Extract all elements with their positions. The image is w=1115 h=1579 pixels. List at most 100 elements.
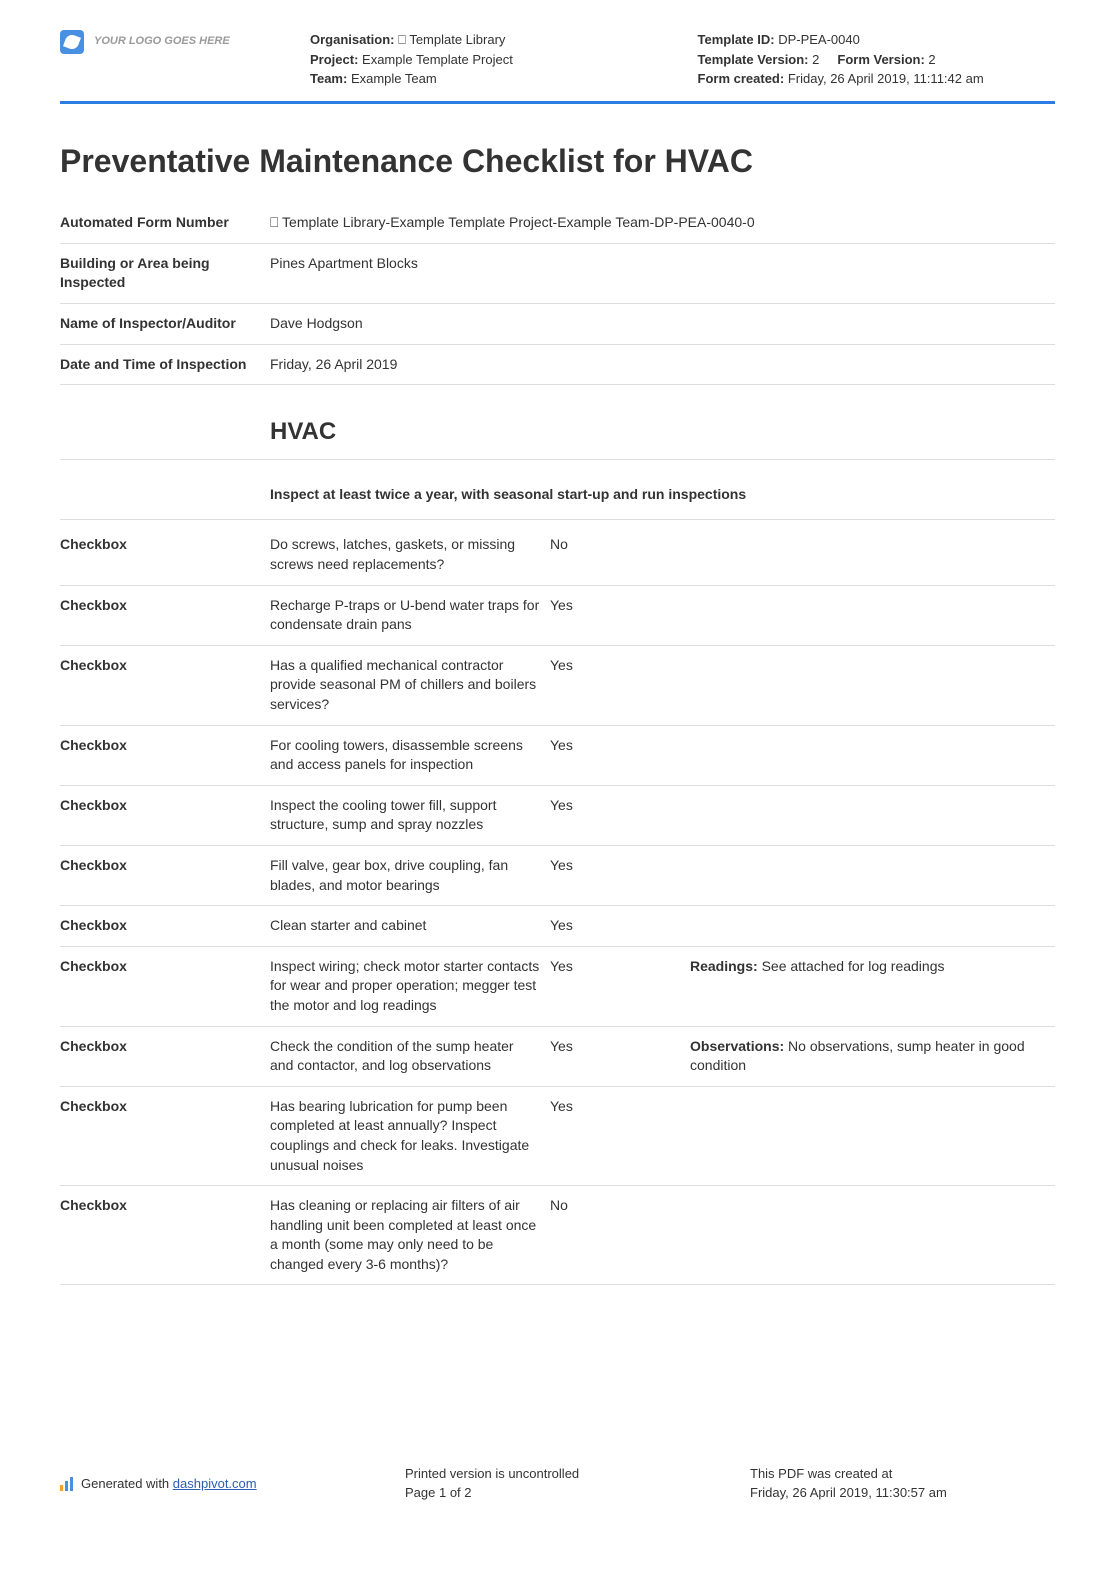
answer-value: Yes	[550, 645, 690, 725]
info-value: Pines Apartment Blocks	[270, 243, 1055, 303]
note-cell	[690, 725, 1055, 785]
answer-value: Yes	[550, 585, 690, 645]
info-label: Automated Form Number	[60, 203, 270, 243]
question-text: Inspect the cooling tower fill, support …	[270, 785, 550, 845]
row-type-label: Checkbox	[60, 725, 270, 785]
question-text: Clean starter and cabinet	[270, 906, 550, 947]
section-header-table: HVAC Inspect at least twice a year, with…	[60, 385, 1055, 520]
answer-value: Yes	[550, 725, 690, 785]
row-type-label: Checkbox	[60, 906, 270, 947]
note-label: Observations:	[690, 1038, 784, 1054]
checklist-row: CheckboxHas a qualified mechanical contr…	[60, 645, 1055, 725]
question-text: For cooling towers, disassemble screens …	[270, 725, 550, 785]
checklist-row: CheckboxClean starter and cabinetYes	[60, 906, 1055, 947]
note-cell	[690, 845, 1055, 905]
pdf-created-label: This PDF was created at	[750, 1465, 1055, 1483]
info-row: Building or Area being InspectedPines Ap…	[60, 243, 1055, 303]
generated-prefix: Generated with	[81, 1476, 173, 1491]
info-row: Date and Time of InspectionFriday, 26 Ap…	[60, 344, 1055, 385]
footer-generated: Generated with dashpivot.com	[60, 1465, 365, 1501]
team-label: Team:	[310, 71, 347, 86]
form-version-value: 2	[928, 52, 935, 67]
document-footer: Generated with dashpivot.com Printed ver…	[60, 1465, 1055, 1501]
info-table: Automated Form Number⎕ Template Library-…	[60, 203, 1055, 385]
row-type-label: Checkbox	[60, 1186, 270, 1285]
footer-right: This PDF was created at Friday, 26 April…	[750, 1465, 1055, 1501]
org-label: Organisation:	[310, 32, 395, 47]
checklist-row: CheckboxCheck the condition of the sump …	[60, 1026, 1055, 1086]
org-value: ⎕ Template Library	[398, 32, 505, 47]
info-value: Friday, 26 April 2019	[270, 344, 1055, 385]
checklist-row: CheckboxDo screws, latches, gaskets, or …	[60, 525, 1055, 585]
page-title: Preventative Maintenance Checklist for H…	[60, 139, 1055, 184]
note-cell: Observations: No observations, sump heat…	[690, 1026, 1055, 1086]
row-type-label: Checkbox	[60, 585, 270, 645]
answer-value: Yes	[550, 906, 690, 947]
answer-value: Yes	[550, 946, 690, 1026]
question-text: Has bearing lubrication for pump been co…	[270, 1086, 550, 1185]
note-cell	[690, 1086, 1055, 1185]
template-version-label: Template Version:	[698, 52, 809, 67]
logo-block: YOUR LOGO GOES HERE	[60, 30, 280, 54]
team-value: Example Team	[351, 71, 437, 86]
logo-icon	[60, 30, 84, 54]
question-text: Has a qualified mechanical contractor pr…	[270, 645, 550, 725]
pdf-created-value: Friday, 26 April 2019, 11:30:57 am	[750, 1484, 1055, 1502]
info-value: Dave Hodgson	[270, 304, 1055, 345]
row-type-label: Checkbox	[60, 645, 270, 725]
question-text: Has cleaning or replacing air filters of…	[270, 1186, 550, 1285]
form-created-label: Form created:	[698, 71, 785, 86]
question-text: Fill valve, gear box, drive coupling, fa…	[270, 845, 550, 905]
dashpivot-icon	[60, 1477, 73, 1491]
answer-value: No	[550, 1186, 690, 1285]
checklist-row: CheckboxInspect the cooling tower fill, …	[60, 785, 1055, 845]
note-cell	[690, 585, 1055, 645]
answer-value: Yes	[550, 845, 690, 905]
section-heading: HVAC	[270, 415, 1055, 449]
footer-center: Printed version is uncontrolled Page 1 o…	[405, 1465, 710, 1501]
document-header: YOUR LOGO GOES HERE Organisation: ⎕ Temp…	[60, 30, 1055, 104]
checklist-row: CheckboxRecharge P-traps or U-bend water…	[60, 585, 1055, 645]
note-cell	[690, 645, 1055, 725]
question-text: Inspect wiring; check motor starter cont…	[270, 946, 550, 1026]
row-type-label: Checkbox	[60, 525, 270, 585]
checklist-row: CheckboxFor cooling towers, disassemble …	[60, 725, 1055, 785]
row-type-label: Checkbox	[60, 785, 270, 845]
note-label: Readings:	[690, 958, 758, 974]
header-meta-left: Organisation: ⎕ Template Library Project…	[310, 30, 668, 89]
info-label: Name of Inspector/Auditor	[60, 304, 270, 345]
checklist-row: CheckboxInspect wiring; check motor star…	[60, 946, 1055, 1026]
note-cell	[690, 785, 1055, 845]
form-created-value: Friday, 26 April 2019, 11:11:42 am	[788, 71, 984, 86]
project-value: Example Template Project	[362, 52, 513, 67]
page-number: Page 1 of 2	[405, 1484, 710, 1502]
checklist-table: CheckboxDo screws, latches, gaskets, or …	[60, 525, 1055, 1285]
checklist-row: CheckboxFill valve, gear box, drive coup…	[60, 845, 1055, 905]
dashpivot-link[interactable]: dashpivot.com	[173, 1476, 257, 1491]
section-subheading: Inspect at least twice a year, with seas…	[270, 459, 1055, 520]
question-text: Do screws, latches, gaskets, or missing …	[270, 525, 550, 585]
answer-value: No	[550, 525, 690, 585]
info-label: Building or Area being Inspected	[60, 243, 270, 303]
note-cell	[690, 1186, 1055, 1285]
header-meta-right: Template ID: DP-PEA-0040 Template Versio…	[698, 30, 1056, 89]
checklist-row: CheckboxHas cleaning or replacing air fi…	[60, 1186, 1055, 1285]
answer-value: Yes	[550, 1026, 690, 1086]
note-text: See attached for log readings	[758, 958, 945, 974]
form-version-label: Form Version:	[837, 52, 924, 67]
row-type-label: Checkbox	[60, 1086, 270, 1185]
uncontrolled-text: Printed version is uncontrolled	[405, 1465, 710, 1483]
info-row: Name of Inspector/AuditorDave Hodgson	[60, 304, 1055, 345]
template-version-value: 2	[812, 52, 819, 67]
answer-value: Yes	[550, 785, 690, 845]
logo-placeholder-text: YOUR LOGO GOES HERE	[94, 34, 230, 49]
answer-value: Yes	[550, 1086, 690, 1185]
note-cell	[690, 525, 1055, 585]
project-label: Project:	[310, 52, 358, 67]
row-type-label: Checkbox	[60, 845, 270, 905]
info-row: Automated Form Number⎕ Template Library-…	[60, 203, 1055, 243]
template-id-value: DP-PEA-0040	[778, 32, 860, 47]
template-id-label: Template ID:	[698, 32, 775, 47]
row-type-label: Checkbox	[60, 1026, 270, 1086]
row-type-label: Checkbox	[60, 946, 270, 1026]
